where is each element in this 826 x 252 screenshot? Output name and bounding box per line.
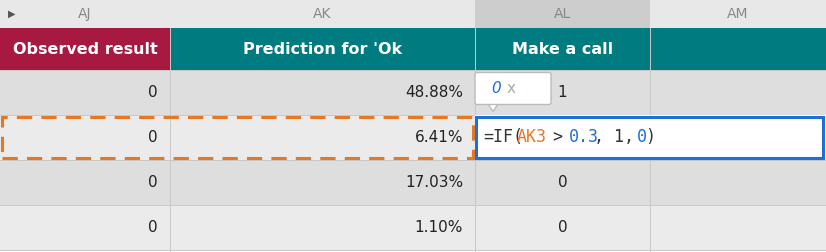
Text: 0.3: 0.3: [568, 129, 599, 146]
Bar: [650, 160, 826, 205]
Text: Observed result: Observed result: [12, 42, 158, 56]
Text: 0: 0: [558, 220, 567, 235]
Bar: [475, 115, 650, 160]
Bar: [170, 205, 475, 250]
Bar: [0, 0, 826, 28]
Text: AK: AK: [313, 7, 332, 21]
Bar: [475, 205, 650, 250]
Bar: [475, 115, 826, 160]
Text: x: x: [507, 81, 516, 96]
Bar: [650, 115, 826, 160]
Text: 0: 0: [637, 129, 647, 146]
Text: 0: 0: [149, 175, 158, 190]
Bar: [650, 28, 826, 70]
Text: 0: 0: [149, 220, 158, 235]
Text: 48.88%: 48.88%: [405, 85, 463, 100]
Bar: [650, 205, 826, 250]
Bar: [476, 117, 823, 158]
Text: AK3: AK3: [517, 129, 547, 146]
Text: 0: 0: [491, 81, 501, 96]
Text: =IF(: =IF(: [483, 129, 523, 146]
Bar: [475, 70, 650, 115]
Bar: [0, 28, 170, 70]
Bar: [170, 28, 475, 70]
Bar: [0, 70, 170, 115]
Text: AJ: AJ: [78, 7, 92, 21]
Text: AL: AL: [554, 7, 571, 21]
Text: 1: 1: [558, 85, 567, 100]
Text: Prediction for 'Ok: Prediction for 'Ok: [243, 42, 402, 56]
Bar: [650, 70, 826, 115]
Bar: [488, 101, 498, 103]
Bar: [170, 115, 475, 160]
Bar: [170, 70, 475, 115]
Text: ): ): [645, 129, 656, 146]
Text: Make a call: Make a call: [512, 42, 613, 56]
Bar: [0, 115, 170, 160]
Bar: [475, 160, 650, 205]
Bar: [475, 0, 650, 28]
Bar: [0, 160, 170, 205]
Text: 0: 0: [149, 130, 158, 145]
Text: 0: 0: [149, 85, 158, 100]
FancyBboxPatch shape: [475, 73, 551, 105]
Text: 1.10%: 1.10%: [415, 220, 463, 235]
Polygon shape: [487, 103, 499, 111]
Bar: [2, 117, 473, 158]
Text: 6.41%: 6.41%: [415, 130, 463, 145]
Bar: [170, 160, 475, 205]
Text: AM: AM: [727, 7, 748, 21]
Bar: [475, 28, 650, 70]
Text: >: >: [543, 129, 573, 146]
Text: 0: 0: [558, 175, 567, 190]
Bar: [0, 205, 170, 250]
Text: 17.03%: 17.03%: [405, 175, 463, 190]
Text: ▶: ▶: [8, 9, 16, 19]
Text: , 1,: , 1,: [594, 129, 644, 146]
